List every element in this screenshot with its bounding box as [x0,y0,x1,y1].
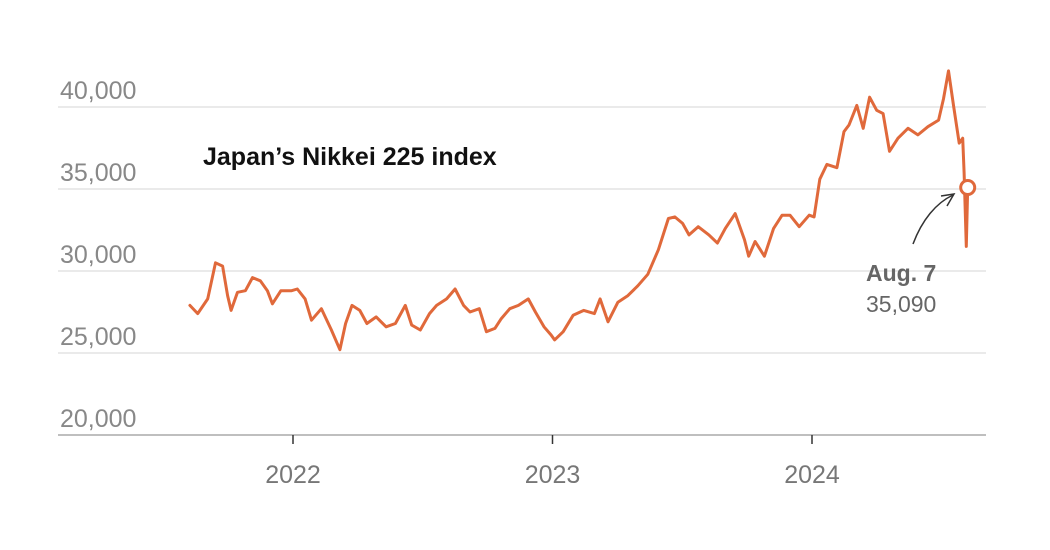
x-tick-label: 2022 [265,461,321,489]
annotation-date: Aug. 7 [866,260,936,286]
annotation-value: 35,090 [866,291,936,317]
annotation-marker [959,179,977,197]
chart-title: Japan’s Nikkei 225 index [203,143,497,171]
x-tick-label: 2024 [784,461,840,489]
y-tick-label: 40,000 [60,77,136,105]
annotation-arrowhead [940,193,956,207]
annotation-arrow [912,194,954,245]
x-ticks: 2022 2023 2024 [265,435,840,489]
x-tick-label: 2023 [525,461,581,489]
y-tick-label: 25,000 [60,323,136,351]
series-line [188,69,970,352]
y-tick-label: 30,000 [60,241,136,269]
y-tick-label: 20,000 [60,405,136,433]
y-tick-labels: 20,000 25,000 30,000 35,000 40,000 [60,77,136,433]
y-gridlines [58,106,986,354]
y-tick-label: 35,000 [60,159,136,187]
